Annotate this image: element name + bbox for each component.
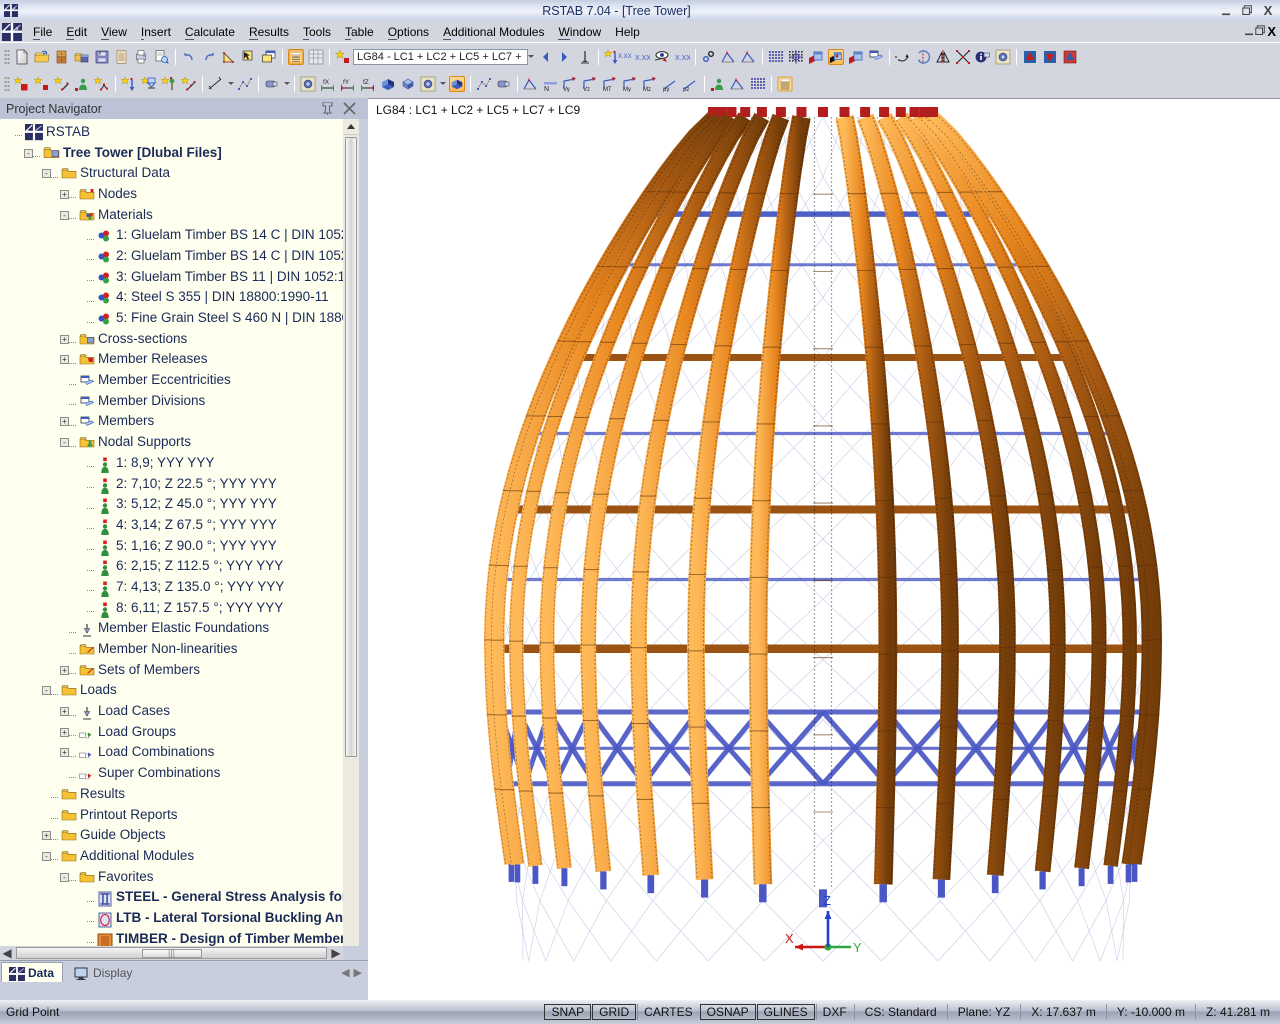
svg-text:Vz: Vz xyxy=(583,87,590,92)
svg-text:Z: Z xyxy=(823,893,831,908)
svg-text:X.XX: X.XX xyxy=(635,55,650,62)
svg-text:Y: Y xyxy=(853,940,862,955)
svg-text:X: X xyxy=(785,931,794,946)
svg-text:My: My xyxy=(623,87,631,92)
svg-text:pz: pz xyxy=(683,87,689,92)
svg-text:MT: MT xyxy=(603,87,612,92)
svg-text:Mz: Mz xyxy=(643,87,651,92)
svg-text:fZ: fZ xyxy=(363,79,369,86)
svg-text:X.XX: X.XX xyxy=(675,55,690,62)
svg-text:py: py xyxy=(663,87,669,92)
svg-text:fY: fY xyxy=(343,79,350,86)
svg-text:Vy: Vy xyxy=(563,87,570,92)
svg-text:N: N xyxy=(544,86,549,92)
svg-text:fX: fX xyxy=(323,79,330,86)
